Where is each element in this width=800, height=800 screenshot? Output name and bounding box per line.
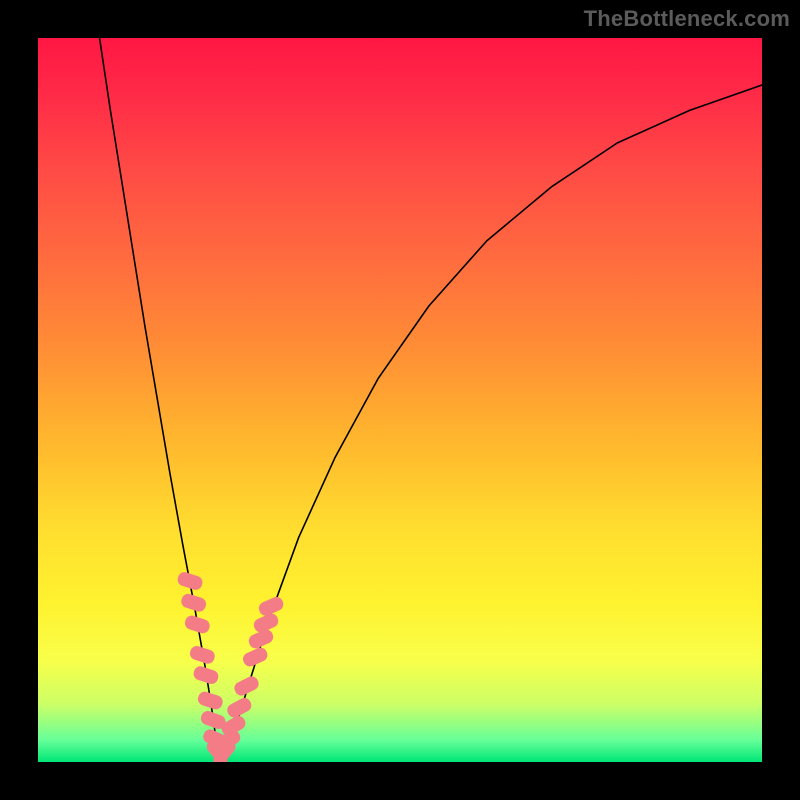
bead-marker [258, 596, 285, 618]
plot-area [38, 38, 762, 762]
bead-marker [189, 645, 216, 665]
bead-marker [193, 665, 220, 685]
frame: TheBottleneck.com [0, 0, 800, 800]
bottleneck-curve [38, 38, 762, 762]
bead-marker [233, 675, 260, 697]
bead-marker [242, 646, 269, 668]
bead-marker [180, 593, 207, 613]
bead-marker [197, 691, 224, 711]
watermark-text: TheBottleneck.com [584, 6, 790, 32]
bead-marker [184, 615, 211, 635]
bead-marker [177, 571, 204, 591]
